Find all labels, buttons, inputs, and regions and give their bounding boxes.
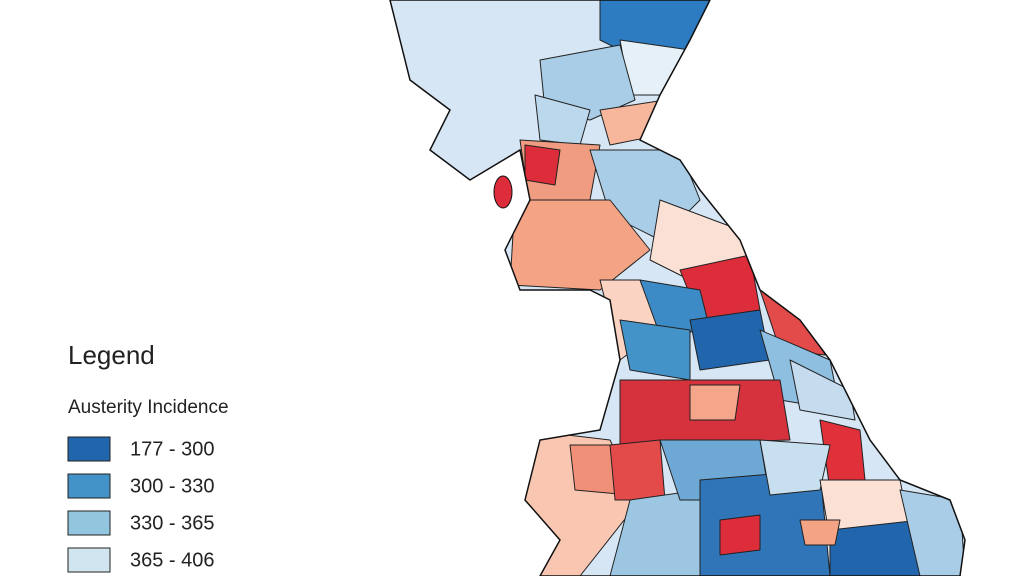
legend-label: 330 - 365 [130,512,215,534]
legend-swatch [67,473,111,499]
legend-label: 177 - 300 [130,438,215,460]
legend-swatch [67,436,111,462]
legend-title: Legend [68,340,155,370]
legend-label: 365 - 406 [130,549,215,571]
coastline [389,0,966,576]
legend-label: 300 - 330 [130,475,215,497]
legend-swatch [67,547,111,573]
legend-subtitle: Austerity Incidence [68,397,229,418]
map [390,0,965,576]
legend-swatch [67,510,111,536]
island [493,175,513,209]
legend: 177 - 300 300 - 330 330 - 365 365 - 406 [67,436,215,573]
